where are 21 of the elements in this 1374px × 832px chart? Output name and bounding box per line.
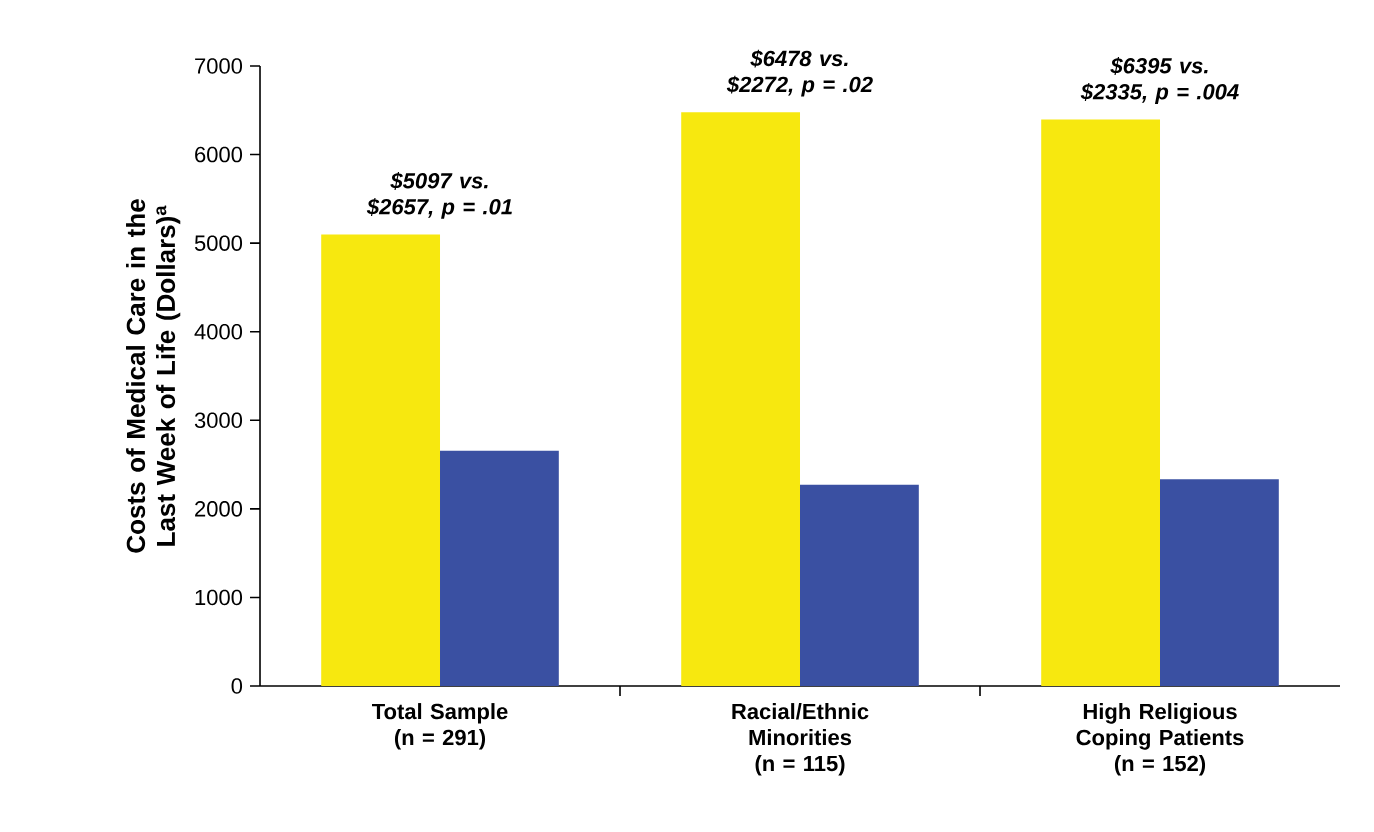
y-tick-label: 3000 <box>194 412 243 429</box>
y-tick-label: 7000 <box>195 58 243 74</box>
x-tick-label: Racial/Ethnic Minorities (n = 115) <box>732 703 869 776</box>
x-tick-label: High Religious Coping Patients (n = 152) <box>1076 703 1244 776</box>
annotation: $5097 vs. $2657, p = .01 <box>366 171 512 219</box>
y-tick-label: 1000 <box>195 589 243 606</box>
bar <box>800 484 919 686</box>
x-tick-label: Total Sample (n = 291) <box>372 703 508 750</box>
y-tick-label: 6000 <box>195 146 243 163</box>
bar <box>1160 479 1279 686</box>
y-tick-label: 0 <box>231 678 243 694</box>
bar <box>321 234 441 686</box>
y-tick-label: 4000 <box>194 323 243 340</box>
y-axis-title: Costs of Medical Care in the Last Week of Life (Dollars)$^{a}$ <box>126 199 181 553</box>
bar <box>1041 119 1160 686</box>
annotation: $6478 vs. $2272, p = .02 <box>726 49 873 97</box>
annotation: $6395 vs. $2335, p = .004 <box>1080 57 1239 104</box>
bar <box>440 450 559 686</box>
y-tick-label: 2000 <box>195 501 243 517</box>
y-tick-label: 5000 <box>194 235 243 251</box>
bar <box>681 112 801 686</box>
